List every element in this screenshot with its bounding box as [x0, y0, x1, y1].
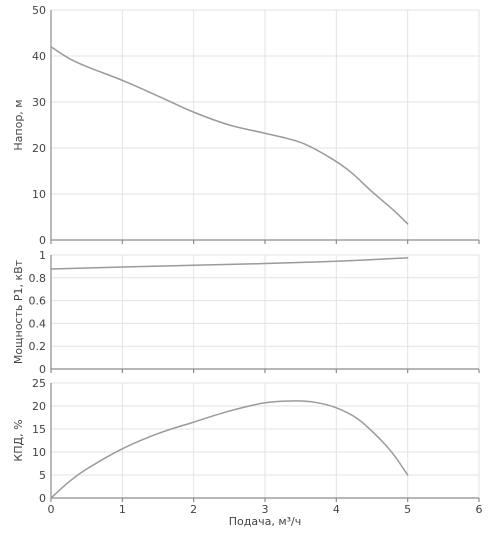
head-y-tick-label: 10: [32, 188, 46, 201]
efficiency-y-tick-label: 0: [39, 492, 46, 505]
efficiency-x-tick-label: 1: [119, 503, 126, 516]
efficiency-x-tick-label: 0: [48, 503, 55, 516]
head-y-tick-label: 30: [32, 96, 46, 109]
efficiency-curve: [50, 400, 409, 499]
efficiency-x-tick-label: 3: [262, 503, 269, 516]
efficiency-panel: 0 5 10 15 20 25 0 1 2 3 4 5 6 КПД, % Подача, м³/ч: [12, 377, 483, 528]
efficiency-y-axis-title: КПД, %: [12, 419, 25, 461]
efficiency-y-tick-label: 5: [39, 469, 46, 482]
efficiency-x-tick-label: 5: [404, 503, 411, 516]
head-y-tick-label: 0: [39, 234, 46, 247]
head-y-tick-label: 40: [32, 50, 46, 63]
efficiency-x-tick-label: 6: [476, 503, 483, 516]
head-panel: 0 10 20 30 40 50 Напор, м: [12, 4, 480, 247]
efficiency-y-tick-label: 20: [32, 400, 46, 413]
head-y-tick-label: 50: [32, 4, 46, 17]
head-curve: [50, 46, 409, 225]
efficiency-y-tick-label: 25: [32, 377, 46, 390]
efficiency-y-tick-label: 10: [32, 446, 46, 459]
efficiency-x-axis-title: Подача, м³/ч: [229, 515, 302, 528]
power-panel: 0 0.2 0.4 0.6 0.8 1 Мощность P1, кВт: [12, 249, 480, 376]
power-curve: [50, 257, 409, 270]
power-y-tick-label: 0.2: [29, 340, 47, 353]
efficiency-x-tick-label: 2: [190, 503, 197, 516]
power-y-tick-label: 0: [39, 363, 46, 376]
power-y-tick-label: 0.8: [29, 272, 47, 285]
efficiency-x-tick-label: 4: [333, 503, 340, 516]
power-y-tick-label: 0.6: [29, 295, 47, 308]
power-y-tick-label: 0.4: [29, 317, 47, 330]
efficiency-y-tick-label: 15: [32, 423, 46, 436]
power-y-tick-label: 1: [39, 249, 46, 262]
head-y-tick-label: 20: [32, 142, 46, 155]
head-y-axis-title: Напор, м: [12, 99, 25, 150]
power-y-axis-title: Мощность P1, кВт: [12, 259, 25, 364]
